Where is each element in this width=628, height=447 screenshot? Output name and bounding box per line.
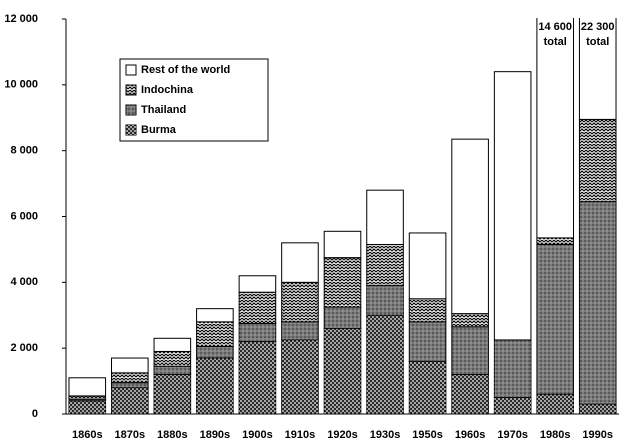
bar-segment xyxy=(578,118,617,203)
bar-segment xyxy=(536,243,574,395)
legend-box xyxy=(119,58,269,142)
bar-segment xyxy=(536,393,574,415)
x-tick-label: 1960s xyxy=(455,429,486,441)
legend-label: Rest of the world xyxy=(141,64,230,76)
bar-segment xyxy=(153,337,192,352)
bar-segment xyxy=(578,201,617,405)
bar-segment xyxy=(408,321,447,362)
bar-segment xyxy=(451,326,489,376)
bar-segment xyxy=(493,339,532,399)
x-tick-label: 1890s xyxy=(200,429,231,441)
bar-segment xyxy=(111,372,149,384)
bar-segment xyxy=(238,275,277,293)
y-tick-label: 2 000 xyxy=(10,342,38,354)
legend-label: Burma xyxy=(141,124,177,136)
y-tick-label: 12 000 xyxy=(4,13,38,25)
annotation: 14 600 xyxy=(538,21,572,33)
annotation: total xyxy=(544,36,567,48)
bar-segment xyxy=(366,285,404,316)
x-tick-label: 1970s xyxy=(497,429,528,441)
bar-segment xyxy=(451,313,489,328)
bar-segment xyxy=(493,71,532,341)
bar-segment xyxy=(578,403,617,415)
bar-segment xyxy=(153,350,192,367)
y-tick-label: 6 000 xyxy=(10,210,38,222)
x-tick-label: 1950s xyxy=(412,429,443,441)
bar-segment xyxy=(196,346,234,359)
bar-segment xyxy=(323,257,362,308)
legend-label: Thailand xyxy=(141,104,186,116)
legend: Rest of the world Indochina Thailand Burma xyxy=(119,58,269,142)
bar-segment xyxy=(366,243,404,287)
legend-swatch xyxy=(125,64,137,76)
bar-segment xyxy=(238,341,277,415)
x-tick-label: 1880s xyxy=(157,429,188,441)
bar-segment xyxy=(366,189,404,245)
x-tick-label: 1980s xyxy=(540,429,571,441)
bar-segment xyxy=(323,306,362,329)
bar-segment xyxy=(578,18,617,120)
x-tick-label: 1930s xyxy=(370,429,401,441)
bar-segment xyxy=(366,314,404,415)
x-tick-label: 1900s xyxy=(242,429,273,441)
bar-segment xyxy=(408,298,447,323)
y-tick-label: 10 000 xyxy=(4,79,38,91)
bar-segment xyxy=(408,360,447,415)
bar-segment xyxy=(323,327,362,415)
x-tick-label: 1860s xyxy=(72,429,103,441)
bar-segment xyxy=(68,400,107,415)
bar-segment xyxy=(281,242,319,283)
bar-segment xyxy=(111,357,149,374)
y-tick-label: 4 000 xyxy=(10,276,38,288)
bar-segment xyxy=(281,281,319,323)
bar-segment xyxy=(238,322,277,343)
legend-pattern xyxy=(126,85,136,95)
bar-segment xyxy=(111,382,149,389)
legend-label: Indochina xyxy=(141,84,194,96)
bar-segment xyxy=(153,365,192,376)
bar-segment xyxy=(323,230,362,259)
bar-segment xyxy=(68,377,107,397)
x-tick-label: 1990s xyxy=(582,429,613,441)
bar-segment xyxy=(111,387,149,415)
annotation: 22 300 xyxy=(581,21,615,33)
bar-segment xyxy=(153,374,192,415)
legend-pattern xyxy=(126,105,136,115)
legend-pattern xyxy=(126,125,136,135)
y-tick-label: 0 xyxy=(32,408,38,420)
bar-segment xyxy=(196,321,234,348)
bar-segment xyxy=(536,18,574,239)
bar-segment xyxy=(408,232,447,300)
bar-segment xyxy=(451,374,489,415)
y-tick-label: 8 000 xyxy=(10,145,38,157)
x-tick-label: 1910s xyxy=(285,429,316,441)
x-tick-label: 1920s xyxy=(327,429,358,441)
x-tick-label: 1870s xyxy=(115,429,146,441)
annotation: total xyxy=(586,36,609,48)
bar-segment xyxy=(281,321,319,341)
bar-segment xyxy=(536,237,574,245)
bar-segment xyxy=(196,357,234,415)
bar-segment xyxy=(196,308,234,323)
bar-segment xyxy=(281,339,319,415)
bar-segment xyxy=(451,138,489,315)
bar-segment xyxy=(238,291,277,324)
bar-segment xyxy=(493,397,532,415)
